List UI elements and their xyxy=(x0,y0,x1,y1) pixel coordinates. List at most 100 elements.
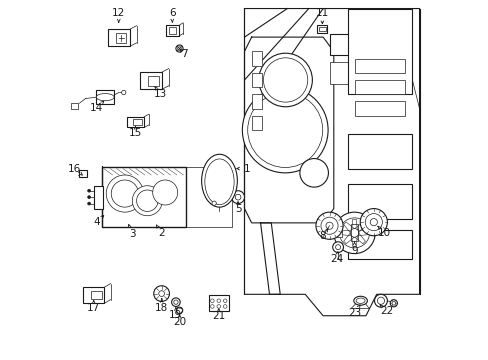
Bar xyxy=(354,102,405,116)
Circle shape xyxy=(217,299,220,302)
Text: 15: 15 xyxy=(129,128,142,138)
Circle shape xyxy=(365,213,382,231)
Bar xyxy=(107,29,130,46)
Bar xyxy=(133,119,142,125)
Text: 18: 18 xyxy=(155,303,168,313)
Circle shape xyxy=(333,212,374,253)
Bar xyxy=(354,80,405,94)
Circle shape xyxy=(106,175,143,212)
Circle shape xyxy=(176,45,183,52)
Text: 10: 10 xyxy=(377,228,390,238)
Circle shape xyxy=(391,301,395,305)
Circle shape xyxy=(325,222,332,229)
Text: 21: 21 xyxy=(212,311,225,321)
Bar xyxy=(148,76,159,86)
Circle shape xyxy=(159,291,164,296)
Circle shape xyxy=(320,217,337,234)
Circle shape xyxy=(377,297,384,304)
Circle shape xyxy=(210,299,214,302)
Circle shape xyxy=(177,47,181,50)
Text: 6: 6 xyxy=(169,8,175,18)
Bar xyxy=(347,184,411,219)
Ellipse shape xyxy=(96,94,114,101)
Ellipse shape xyxy=(204,159,234,204)
Ellipse shape xyxy=(355,298,365,303)
Bar xyxy=(140,72,162,89)
Circle shape xyxy=(389,300,397,307)
Text: 5: 5 xyxy=(234,204,241,214)
Text: 9: 9 xyxy=(350,246,357,256)
Bar xyxy=(168,27,176,34)
Circle shape xyxy=(212,201,216,205)
Bar xyxy=(319,27,325,31)
Text: 23: 23 xyxy=(347,308,361,318)
Bar xyxy=(317,25,326,33)
Circle shape xyxy=(299,158,328,187)
Bar xyxy=(96,90,114,104)
Bar xyxy=(354,59,405,73)
Ellipse shape xyxy=(353,296,366,305)
Text: 24: 24 xyxy=(329,254,343,264)
Circle shape xyxy=(210,305,214,308)
Bar xyxy=(116,33,126,43)
Bar xyxy=(165,25,179,36)
Circle shape xyxy=(235,194,241,200)
Bar xyxy=(347,230,411,258)
Bar xyxy=(329,33,358,55)
Bar xyxy=(350,224,357,242)
Circle shape xyxy=(171,298,180,306)
Circle shape xyxy=(360,208,386,236)
Circle shape xyxy=(374,294,386,307)
Circle shape xyxy=(223,299,226,302)
Circle shape xyxy=(111,180,138,207)
Circle shape xyxy=(136,190,158,211)
Circle shape xyxy=(223,305,226,308)
Bar xyxy=(251,116,262,130)
Bar xyxy=(94,185,103,209)
Text: 2: 2 xyxy=(158,228,164,238)
Circle shape xyxy=(87,189,90,192)
Text: 14: 14 xyxy=(89,103,102,113)
Text: 3: 3 xyxy=(128,229,135,239)
Bar xyxy=(102,167,185,227)
Circle shape xyxy=(122,90,125,95)
Circle shape xyxy=(258,53,312,107)
Text: 12: 12 xyxy=(112,8,125,18)
Bar xyxy=(91,291,102,300)
Text: 7: 7 xyxy=(181,49,187,59)
Text: 20: 20 xyxy=(173,317,185,327)
Bar xyxy=(127,117,144,127)
Circle shape xyxy=(242,87,327,173)
Bar xyxy=(80,170,86,177)
Circle shape xyxy=(231,191,244,203)
Circle shape xyxy=(332,242,343,252)
Bar xyxy=(251,73,262,87)
Ellipse shape xyxy=(201,154,237,207)
Circle shape xyxy=(173,300,178,304)
Bar xyxy=(251,94,262,109)
Circle shape xyxy=(132,186,162,216)
Bar xyxy=(251,51,262,66)
Bar xyxy=(83,287,104,303)
Circle shape xyxy=(152,180,177,205)
Circle shape xyxy=(153,286,169,301)
Text: 22: 22 xyxy=(379,306,392,316)
Circle shape xyxy=(315,212,343,239)
Circle shape xyxy=(335,245,340,249)
Bar xyxy=(71,103,78,109)
Circle shape xyxy=(87,196,90,199)
Circle shape xyxy=(247,93,322,167)
Text: 8: 8 xyxy=(318,231,325,242)
Circle shape xyxy=(176,307,183,314)
Circle shape xyxy=(217,305,220,308)
Text: 17: 17 xyxy=(87,303,100,313)
Circle shape xyxy=(87,202,90,205)
Text: 4: 4 xyxy=(93,217,100,227)
Bar xyxy=(208,295,228,311)
Bar xyxy=(335,228,342,237)
Text: 16: 16 xyxy=(68,163,81,174)
Circle shape xyxy=(349,229,358,237)
Text: 13: 13 xyxy=(154,89,167,99)
Text: 1: 1 xyxy=(244,163,250,174)
Bar xyxy=(329,62,358,84)
